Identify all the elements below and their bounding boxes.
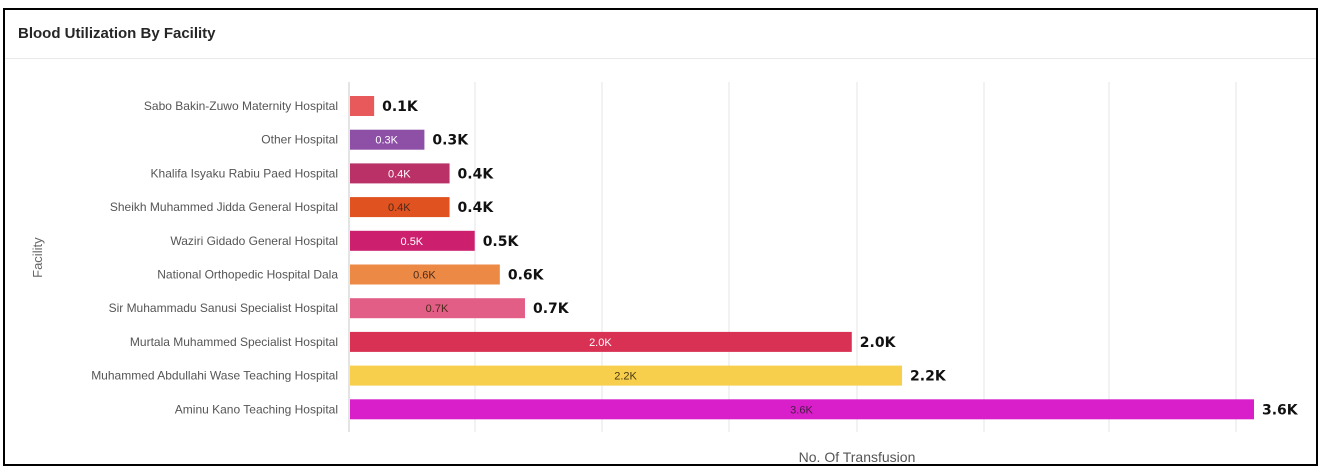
bar-inner-label: 2.2K bbox=[614, 371, 637, 383]
bar bbox=[350, 197, 450, 218]
x-axis-title: No. Of Transfusion bbox=[799, 449, 916, 464]
bar-inner-label: 0.3K bbox=[375, 135, 398, 147]
bar-data-label: 2.0K bbox=[860, 335, 897, 351]
category-label: Muhammed Abdullahi Wase Teaching Hospita… bbox=[91, 369, 338, 383]
bar bbox=[350, 331, 852, 352]
bar bbox=[350, 298, 525, 319]
bar-inner-label: 0.7K bbox=[426, 303, 449, 315]
bar-inner-label: 2.0K bbox=[589, 337, 612, 349]
bar bbox=[350, 129, 425, 150]
category-label: Sir Muhammadu Sanusi Specialist Hospital bbox=[109, 301, 338, 315]
y-axis-title: Facility bbox=[30, 237, 45, 278]
category-label: National Orthopedic Hospital Dala bbox=[157, 268, 338, 282]
bar-inner-label: 0.4K bbox=[388, 202, 411, 214]
bar bbox=[350, 96, 375, 116]
bar-data-label: 2.2K bbox=[910, 369, 947, 385]
category-label: Waziri Gidado General Hospital bbox=[170, 234, 338, 248]
chart-title: Blood Utilization By Facility bbox=[18, 25, 216, 42]
bar bbox=[350, 230, 475, 251]
bar-inner-label: 0.6K bbox=[413, 270, 436, 282]
category-label: Khalifa Isyaku Rabiu Paed Hospital bbox=[151, 166, 338, 180]
bar-data-label: 0.4K bbox=[458, 166, 495, 182]
bar-inner-label: 0.4K bbox=[388, 168, 411, 180]
bar bbox=[350, 163, 450, 184]
category-label: Aminu Kano Teaching Hospital bbox=[175, 402, 338, 416]
category-label: Sheikh Muhammed Jidda General Hospital bbox=[110, 200, 338, 214]
bar-data-label: 0.7K bbox=[533, 301, 570, 317]
bar-inner-label: 0.5K bbox=[401, 236, 424, 248]
bar-data-label: 0.5K bbox=[483, 234, 520, 250]
bar bbox=[350, 365, 903, 386]
bar-inner-label: 3.6K bbox=[790, 404, 813, 416]
bar-data-label: 0.4K bbox=[458, 200, 495, 216]
bar-data-label: 0.3K bbox=[432, 133, 469, 149]
category-label: Murtala Muhammed Specialist Hospital bbox=[130, 335, 338, 349]
category-label: Sabo Bakin-Zuwo Maternity Hospital bbox=[144, 99, 338, 113]
panel-header: Blood Utilization By Facility bbox=[5, 10, 1316, 59]
category-label: Other Hospital bbox=[261, 133, 338, 147]
bar-chart: Facility No. Of Transfusion Sabo Bakin-Zuw… bbox=[30, 82, 1299, 464]
bar bbox=[350, 399, 1254, 420]
bar-data-label: 0.6K bbox=[508, 268, 545, 284]
chart-panel: Blood Utilization By Facility Facility No… bbox=[3, 8, 1318, 466]
bar-data-label: 0.1K bbox=[382, 99, 419, 115]
bar-data-label: 3.6K bbox=[1262, 402, 1299, 418]
bar bbox=[350, 264, 500, 285]
